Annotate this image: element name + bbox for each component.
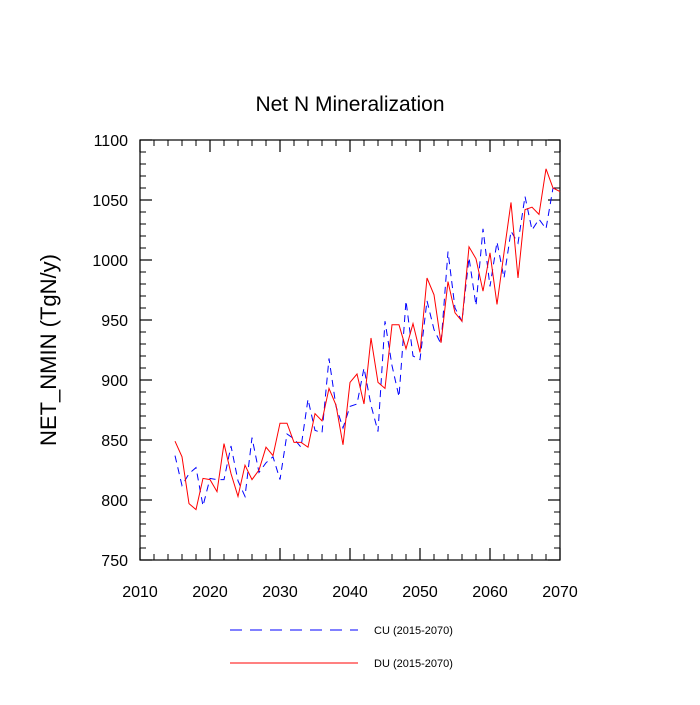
series-layer	[174, 168, 561, 511]
x-tick-label: 2070	[542, 584, 578, 601]
x-tick-label: 2040	[332, 584, 368, 601]
y-axis-label-group: NET_NMIN (TgN/y)	[36, 254, 61, 446]
series-line-du	[174, 168, 561, 511]
legend: CU (2015-2070) DU (2015-2070)	[230, 625, 453, 670]
legend-label: DU (2015-2070)	[374, 658, 453, 670]
x-tick-label: 2020	[192, 584, 228, 601]
y-tick-label: 1000	[92, 253, 128, 270]
y-tick-label: 1050	[92, 193, 128, 210]
y-axis-label: NET_NMIN (TgN/y)	[36, 254, 61, 446]
y-tick-label: 900	[101, 373, 128, 390]
ticks-layer: 2010 2020 2030 2040 2050 2060 2070 750 800 850 900…	[92, 133, 577, 601]
legend-label: CU (2015-2070)	[374, 625, 453, 637]
plot-area	[139, 139, 561, 561]
y-tick-label: 800	[101, 493, 128, 510]
y-tick-label: 950	[101, 313, 128, 330]
chart-title: Net N Mineralization	[255, 93, 444, 116]
y-tick-label: 750	[101, 553, 128, 570]
x-tick-label: 2030	[262, 584, 298, 601]
y-tick-label: 1100	[94, 133, 129, 150]
plot-frame	[139, 139, 561, 561]
y-tick-label: 850	[101, 433, 128, 450]
series-line-cu	[174, 187, 561, 507]
x-tick-label: 2050	[402, 584, 438, 601]
x-tick-label: 2060	[472, 584, 508, 601]
x-tick-label: 2010	[122, 584, 158, 601]
